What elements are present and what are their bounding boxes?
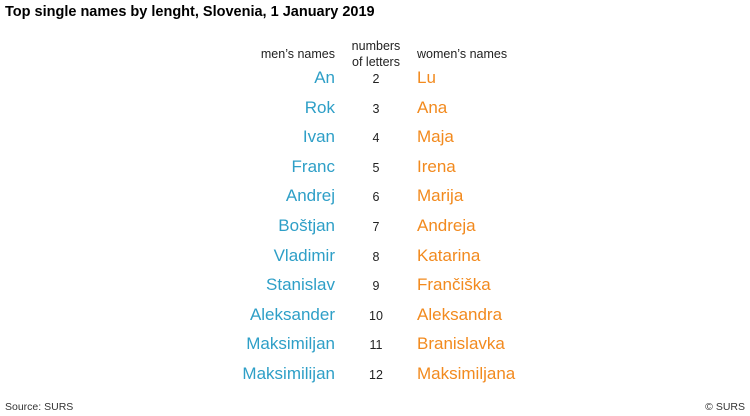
number-of-letters-header-line2: of letters [352, 55, 400, 69]
mens-name: Boštjan [278, 215, 335, 235]
mens-name: Maksimilijan [242, 363, 335, 383]
table-row: Boštjan 7 Andreja [0, 212, 750, 242]
mens-name: Vladimir [273, 245, 335, 265]
womens-name: Ana [417, 97, 448, 117]
table-row: An 2 Lu [0, 64, 750, 94]
womens-name: Frančiška [417, 275, 491, 295]
letter-count: 5 [372, 160, 380, 175]
letter-count: 3 [372, 101, 380, 116]
names-table: An 2 Lu Rok 3 Ana Ivan 4 Maja Franc 5 Ir… [0, 64, 750, 390]
mens-name: Ivan [302, 127, 335, 147]
table-row: Stanislav 9 Frančiška [0, 271, 750, 301]
number-of-letters-header-line1: numbers [351, 39, 401, 53]
table-row: Andrej 6 Marija [0, 182, 750, 212]
mens-name: Rok [304, 97, 335, 117]
page-title: Top single names by lenght, Slovenia, 1 … [5, 4, 375, 20]
womens-name: Katarina [417, 245, 481, 265]
letter-count: 6 [372, 190, 380, 205]
letter-count: 4 [372, 131, 380, 146]
mens-name: Stanislav [266, 275, 335, 295]
table-row: Rok 3 Ana [0, 94, 750, 124]
copyright-note: © SURS [705, 401, 745, 413]
letter-count: 10 [369, 308, 383, 323]
table-row: Vladimir 8 Katarina [0, 242, 750, 272]
womens-names-header: women’s names [417, 47, 508, 61]
womens-name: Aleksandra [417, 304, 503, 324]
letter-count: 2 [372, 72, 380, 86]
womens-name: Maja [417, 127, 454, 147]
table-row: Ivan 4 Maja [0, 123, 750, 153]
womens-name: Irena [417, 156, 456, 176]
table-row: Franc 5 Irena [0, 153, 750, 183]
letter-count: 8 [372, 249, 380, 264]
mens-name: An [314, 68, 335, 87]
letter-count: 7 [372, 219, 380, 234]
womens-name: Branislavka [417, 334, 505, 354]
letter-count: 9 [372, 279, 380, 294]
letter-count: 11 [369, 338, 383, 353]
table-row: Maksimiljan 11 Branislavka [0, 330, 750, 360]
mens-name: Andrej [285, 186, 335, 206]
womens-name: Lu [417, 68, 436, 87]
table-row: Maksimilijan 12 Maksimiljana [0, 360, 750, 390]
table-row: Aleksander 10 Aleksandra [0, 301, 750, 331]
letter-count: 12 [369, 367, 383, 382]
source-note: Source: SURS [5, 401, 74, 413]
womens-name: Maksimiljana [417, 363, 516, 383]
mens-name: Maksimiljan [246, 334, 335, 354]
womens-name: Marija [417, 186, 464, 206]
womens-name: Andreja [417, 215, 476, 235]
mens-name: Aleksander [249, 304, 335, 324]
mens-name: Franc [291, 156, 335, 176]
mens-names-header: men’s names [260, 47, 335, 61]
number-of-letters-header: numbers of letters [336, 38, 416, 70]
